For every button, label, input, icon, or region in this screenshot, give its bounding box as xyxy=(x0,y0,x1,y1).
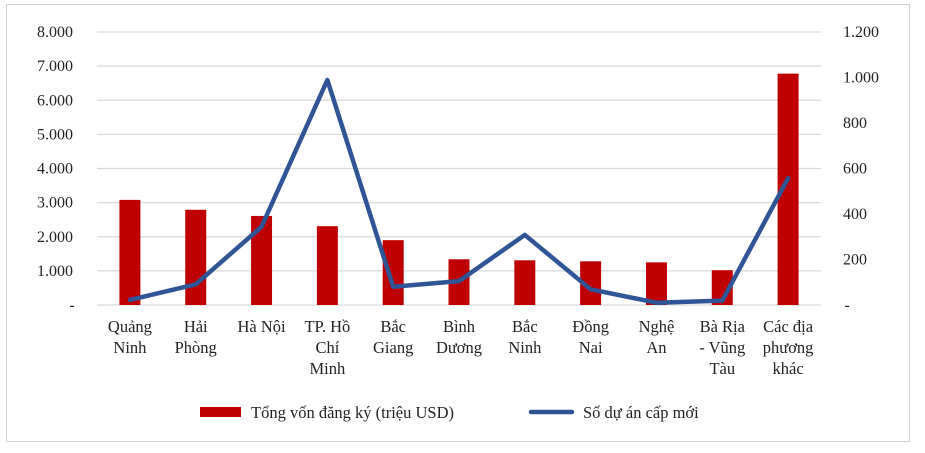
bar xyxy=(580,261,602,305)
category-label: TP. Hồ xyxy=(304,317,350,336)
bar xyxy=(514,260,536,305)
left-tick-label: 5.000 xyxy=(37,126,73,143)
category-label: Nghệ xyxy=(639,317,675,336)
right-tick-label: 200 xyxy=(843,252,867,269)
category-label: Quảng xyxy=(108,317,152,336)
bar xyxy=(382,240,404,305)
left-tick-label: 6.000 xyxy=(37,92,73,109)
category-label: Chí xyxy=(315,338,339,357)
category-label: khác xyxy=(773,359,804,378)
left-tick-label: - xyxy=(69,297,74,314)
right-tick-label: 1.200 xyxy=(843,24,879,41)
category-label: Minh xyxy=(309,359,346,378)
category-label: Bắc xyxy=(512,317,538,336)
bar xyxy=(711,270,733,305)
category-label: Bà Rịa xyxy=(700,317,746,336)
left-tick-label: 7.000 xyxy=(37,58,73,75)
legend-bar-swatch xyxy=(200,407,241,417)
category-label: - Vũng xyxy=(699,338,745,357)
right-tick-label: 800 xyxy=(843,115,867,132)
category-label: Hà Nội xyxy=(237,317,286,336)
category-label: An xyxy=(646,338,666,357)
bar xyxy=(777,73,799,305)
left-tick-label: 3.000 xyxy=(37,195,73,212)
bar xyxy=(316,226,338,305)
category-label: Phòng xyxy=(175,338,217,357)
category-label: Bắc xyxy=(380,317,406,336)
legend-label: Số dự án cấp mới xyxy=(583,403,699,422)
category-label: Các địa xyxy=(763,317,814,336)
right-tick-label: 1.000 xyxy=(843,70,879,87)
left-tick-label: 4.000 xyxy=(37,161,73,178)
chart-frame xyxy=(6,4,910,442)
left-tick-label: 1.000 xyxy=(37,263,73,280)
category-label: Ninh xyxy=(508,338,542,357)
category-label: Giang xyxy=(373,338,413,357)
category-label: Nai xyxy=(579,338,603,357)
left-tick-label: 2.000 xyxy=(37,229,73,246)
bar xyxy=(251,215,273,305)
category-label: Dương xyxy=(436,338,482,357)
category-label: Bình xyxy=(443,317,476,336)
bar xyxy=(645,262,667,305)
right-tick-label: 600 xyxy=(843,161,867,178)
legend-label: Tổng vốn đăng ký (triệu USD) xyxy=(251,403,454,422)
right-tick-label: - xyxy=(844,297,849,314)
bar xyxy=(185,209,207,305)
left-tick-label: 8.000 xyxy=(37,24,73,41)
category-label: Hải xyxy=(184,317,208,336)
category-label: phương xyxy=(763,338,814,357)
category-label: Ninh xyxy=(113,338,147,357)
category-label: Đồng xyxy=(572,317,609,336)
right-tick-label: 400 xyxy=(843,206,867,223)
category-label: Tàu xyxy=(709,359,735,378)
bar xyxy=(119,199,141,305)
